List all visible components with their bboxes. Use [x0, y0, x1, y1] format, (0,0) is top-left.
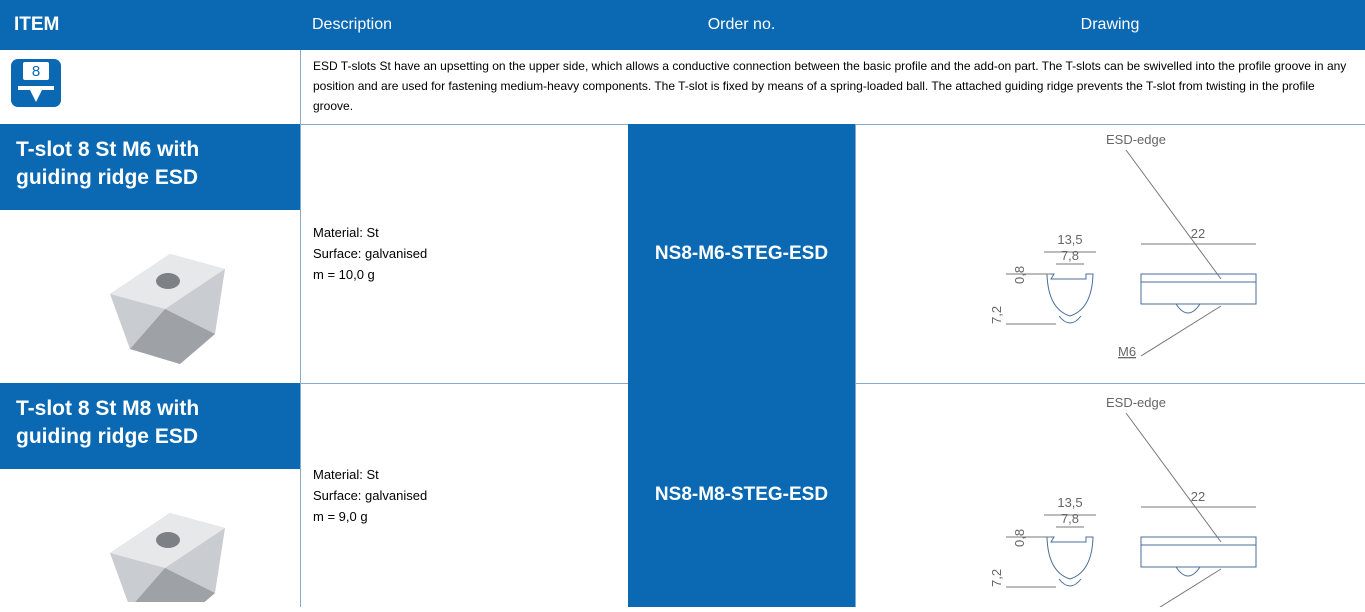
ball [1058, 315, 1082, 324]
order-no[interactable]: NS8-M8-STEG-ESD [628, 383, 855, 607]
slot-side [130, 309, 215, 364]
side-view [1140, 273, 1257, 305]
slot-hole [156, 532, 180, 548]
icon-shape [18, 86, 54, 102]
header-order: Order no. [628, 0, 855, 50]
dim-height: 7,2 [989, 306, 1004, 324]
order-no[interactable]: NS8-M6-STEG-ESD [628, 124, 855, 383]
product-image [110, 513, 225, 602]
specs: Material: St Surface: galvanised m = 10,0 … [300, 124, 628, 383]
product-image [110, 254, 225, 364]
spec-line: m = 9,0 g [313, 508, 368, 524]
slot-side [135, 568, 215, 602]
groove-icon: 8 [11, 59, 61, 107]
thread: M6 [1118, 344, 1136, 359]
dim-length: 22 [1191, 489, 1205, 504]
header-drawing: Drawing [855, 0, 1365, 50]
header-item: ITEM [0, 0, 300, 50]
side-view [1140, 536, 1257, 568]
profile-section [1046, 536, 1094, 580]
dim-outer: 13,5 [1057, 232, 1082, 247]
name-line: guiding ridge ESD [16, 166, 198, 189]
ball [1058, 578, 1082, 587]
spec-line: Material: St [313, 466, 379, 482]
edge-label: ESD-edge [1106, 132, 1166, 147]
technical-drawing: ESD-edge 13,5 7,8 0,8 7,2 22 M6 [989, 132, 1257, 359]
icon-box [23, 62, 49, 80]
item-name: T-slot 8 St M8 with guiding ridge ESD [0, 383, 300, 469]
side-ball [1175, 303, 1201, 314]
leader [1151, 568, 1222, 612]
intro-text: ESD T-slots St have an upsetting on the … [300, 50, 1365, 124]
leader [1125, 149, 1222, 280]
icon-label: 8 [32, 63, 40, 80]
technical-drawing: ESD-edge 13,5 7,8 0,8 7,2 22 M8 [989, 395, 1257, 612]
specs: Material: St Surface: galvanised m = 9,0 g [300, 383, 628, 607]
header-description: Description [300, 0, 628, 50]
edge-label: ESD-edge [1106, 395, 1166, 410]
drawing-cell: ESD-edge 13,5 7,8 0,8 7,2 22 M8 [855, 383, 1365, 612]
profile-section [1046, 273, 1094, 317]
dim-height: 7,2 [989, 569, 1004, 587]
spec-line: Material: St [313, 225, 379, 240]
spec-line: m = 10,0 g [313, 267, 375, 282]
leader [1140, 305, 1222, 357]
item-name: T-slot 8 St M6 with guiding ridge ESD [0, 124, 300, 210]
drawing-group: ESD-edge 13,5 7,8 0,8 7,2 22 M8 [989, 395, 1257, 612]
dim-inner: 7,8 [1061, 248, 1079, 263]
dim-outer: 13,5 [1057, 495, 1082, 510]
dim-length: 22 [1191, 226, 1205, 241]
name-line: guiding ridge ESD [16, 425, 198, 448]
name-line: T-slot 8 St M6 with [16, 138, 200, 161]
slot-hole [156, 273, 180, 289]
drawing-cell: ESD-edge 13,5 7,8 0,8 7,2 22 M6 [855, 124, 1365, 383]
dim-upset: 0,8 [1012, 529, 1027, 547]
spec-line: Surface: galvanised [313, 246, 428, 261]
dim-upset: 0,8 [1012, 266, 1027, 284]
dim-inner: 7,8 [1061, 511, 1079, 526]
spec-line: Surface: galvanised [313, 487, 428, 503]
leader [1125, 412, 1222, 543]
side-ball [1175, 566, 1201, 577]
name-line: T-slot 8 St M8 with [16, 397, 200, 420]
drawing-group: ESD-edge 13,5 7,8 0,8 7,2 22 M6 [989, 132, 1257, 359]
